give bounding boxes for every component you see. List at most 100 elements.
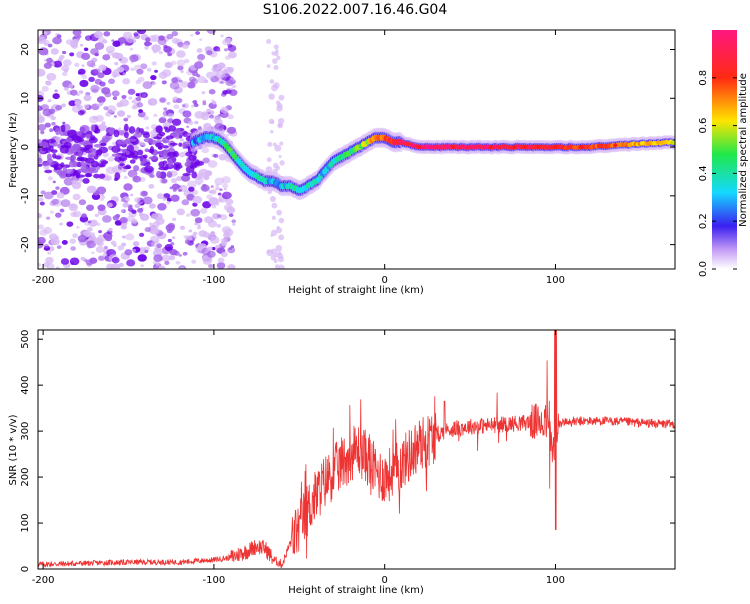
spectrogram-cell [111, 257, 120, 264]
spectrogram-cell [69, 257, 80, 266]
spectrogram-cell [141, 93, 147, 98]
spectrogram-cell [271, 202, 278, 209]
spectrogram-cell [59, 222, 64, 226]
spectrogram-cell [79, 178, 84, 182]
spectrogram-cell [169, 81, 180, 90]
spectrogram-cell [134, 203, 141, 209]
spectrogram-cell [95, 245, 105, 254]
spectrogram-cell [173, 104, 180, 110]
spectrogram-cell [86, 185, 97, 194]
spectrogram-cell [279, 141, 284, 146]
spectrogram-cell [111, 52, 120, 59]
spectrogram-cell [102, 152, 109, 158]
spectrogram-cell [112, 215, 120, 221]
spectrogram-cell [64, 168, 75, 175]
colorbar-tick-label: 0.8 [698, 70, 709, 86]
spectrogram-cell [121, 242, 127, 247]
spectrogram-cell [176, 164, 183, 169]
spectrogram-cell [101, 65, 107, 70]
spectrogram-cell [149, 174, 155, 179]
spectrogram-cell [162, 197, 168, 201]
spectrogram-cell [38, 47, 49, 56]
spectrogram-cell [38, 116, 45, 123]
spectrogram-cell [46, 158, 54, 166]
spectrogram-cell [111, 153, 120, 158]
spectrogram-cell [122, 72, 127, 76]
spectrogram-cell [114, 220, 122, 226]
spectrogram-cell [156, 243, 163, 249]
spectrogram-cell [209, 114, 215, 119]
spectrogram-cell [202, 102, 207, 106]
spectrogram-cell [150, 75, 157, 81]
spectrogram-cell [38, 105, 43, 112]
spectrogram-cell [140, 190, 148, 197]
spectrogram-cell [39, 229, 48, 236]
spectrogram-cell [122, 165, 132, 170]
spectrogram-cell [193, 103, 199, 108]
spectrogram-cell [186, 125, 190, 128]
spectrogram-y-tick-label: -10 [20, 188, 31, 204]
spectrogram-cell [125, 203, 129, 206]
spectrogram-cell [61, 103, 66, 108]
spectrogram-cell [43, 262, 50, 268]
spectrogram-cell [176, 59, 186, 67]
spectrogram-cell [60, 124, 66, 133]
spectrogram-cell [121, 235, 126, 239]
spectrogram-cell [38, 224, 44, 230]
spectrogram-cell [103, 106, 109, 111]
spectrogram-cell [87, 220, 92, 224]
spectrogram-cell [182, 251, 188, 256]
spectrogram-cell [128, 126, 136, 134]
spectrogram-cell [450, 145, 455, 150]
spectrogram-cell [156, 193, 165, 200]
spectrogram-cell [155, 142, 164, 148]
spectrogram-cell [64, 156, 74, 160]
spectrogram-cell [158, 71, 168, 79]
spectrogram-y-tick-label: 10 [20, 92, 31, 105]
spectrogram-cell [164, 243, 174, 251]
spectrogram-cell [116, 66, 125, 73]
spectrogram-cell [194, 222, 198, 226]
spectrogram-cell [274, 144, 282, 152]
spectrogram-cell [124, 139, 130, 145]
spectrogram-cell [76, 156, 85, 160]
spectrogram-cell [60, 258, 70, 265]
spectrogram-cell [181, 199, 190, 206]
spectrogram-cell [55, 127, 61, 136]
spectrogram-y-tick-label: -20 [20, 236, 31, 252]
spectrogram-cell [194, 217, 203, 224]
spectrogram-cell [536, 145, 541, 150]
spectrogram-cell [69, 89, 78, 96]
spectrogram-cell [227, 126, 237, 134]
spectrogram-cell [140, 63, 148, 70]
spectrogram-cell [144, 46, 149, 50]
spectrogram-cell [278, 234, 285, 241]
spectrogram-cell [219, 188, 223, 191]
spectrogram-cell [136, 102, 144, 108]
spectrogram-cell [123, 183, 133, 191]
spectrogram-cell [47, 43, 53, 48]
spectrogram-cell [231, 219, 237, 224]
spectrogram-cell [99, 81, 106, 87]
spectrogram-cell [163, 45, 173, 53]
spectrogram-cell [102, 54, 111, 61]
snr-x-ticks: -200 -100 0 100 [32, 330, 565, 586]
spectrogram-cell [178, 142, 183, 147]
spectrogram-cell [126, 144, 135, 152]
spectrogram-x-ticks: -200 -100 0 100 [32, 30, 565, 286]
spectrogram-cell [182, 142, 187, 150]
spectrogram-cell [107, 156, 115, 162]
snr-y-tick-label: 400 [20, 376, 31, 395]
spectrogram-cell [128, 96, 133, 100]
spectrogram-cell [76, 130, 83, 137]
spectrogram-cell [126, 115, 131, 119]
spectrogram-cell [209, 197, 219, 206]
spectrogram-cell [192, 195, 203, 204]
spectrogram-cell [44, 169, 53, 174]
spectrogram-cell [133, 165, 140, 172]
spectrogram-cell [113, 129, 120, 138]
spectrogram-cell [217, 192, 222, 196]
spectrogram-cell [81, 213, 87, 218]
spectrogram-cell [62, 59, 72, 67]
